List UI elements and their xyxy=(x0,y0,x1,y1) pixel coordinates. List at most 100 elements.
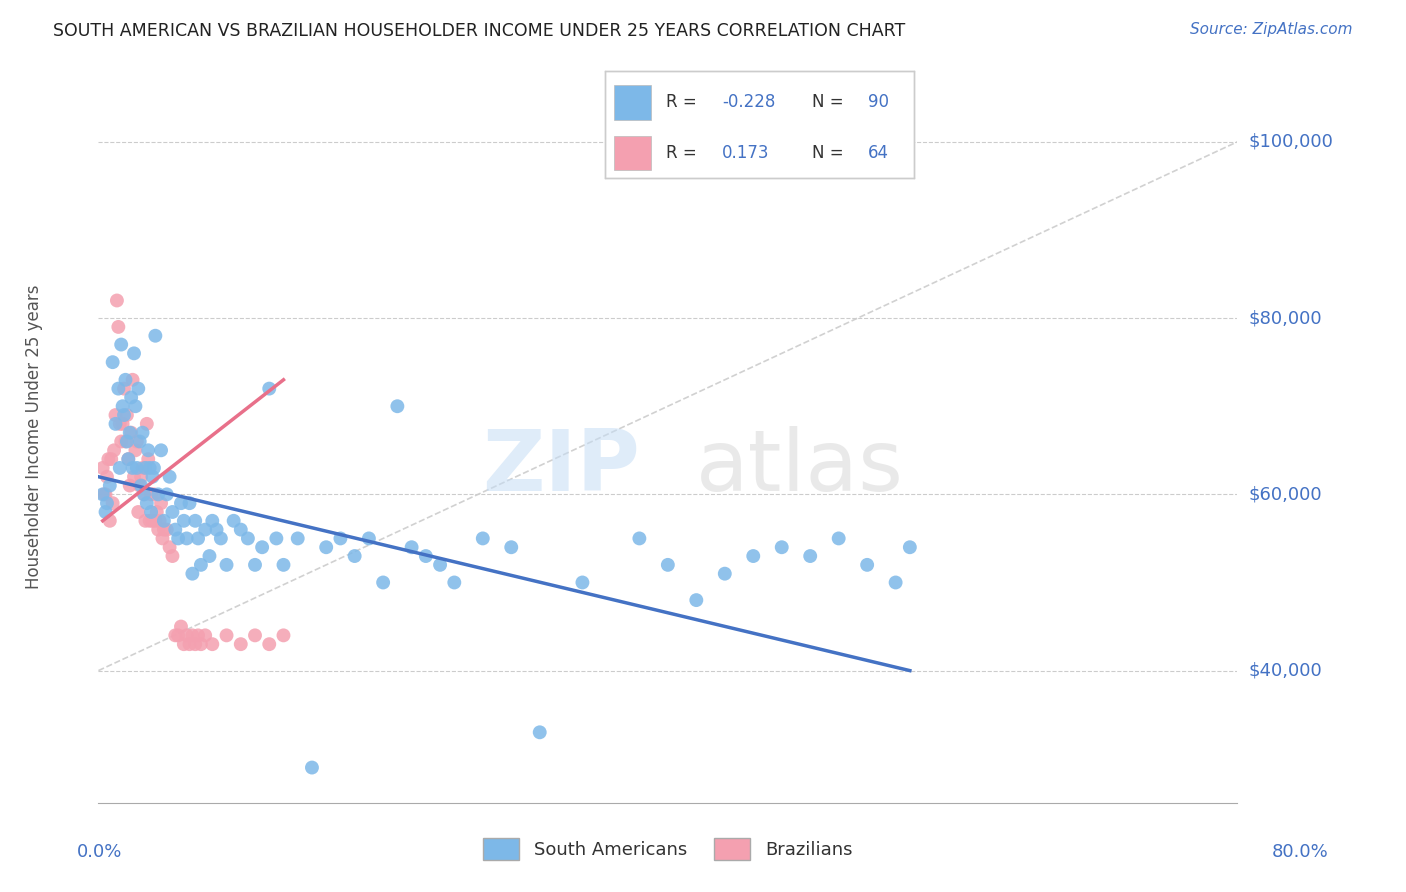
Point xyxy=(93,487,115,501)
Point xyxy=(387,399,409,413)
Point xyxy=(229,523,252,537)
Text: R =: R = xyxy=(666,94,703,112)
Point xyxy=(685,593,707,607)
Point xyxy=(884,575,907,590)
Point xyxy=(198,549,221,563)
Point xyxy=(141,469,163,483)
Point xyxy=(153,523,176,537)
Point xyxy=(104,417,127,431)
Point xyxy=(799,549,821,563)
Point xyxy=(131,461,153,475)
Point xyxy=(301,760,323,774)
Text: $100,000: $100,000 xyxy=(1249,133,1333,151)
Point xyxy=(124,399,146,413)
Point xyxy=(107,382,129,396)
Point xyxy=(100,452,122,467)
Point xyxy=(134,514,156,528)
Point xyxy=(181,628,204,642)
Point xyxy=(111,399,134,413)
Point xyxy=(770,540,793,554)
Point xyxy=(148,487,170,501)
Point xyxy=(117,452,139,467)
Point xyxy=(159,540,181,554)
FancyBboxPatch shape xyxy=(614,136,651,169)
Point xyxy=(139,505,162,519)
Text: 90: 90 xyxy=(868,94,889,112)
Point xyxy=(315,540,337,554)
Point xyxy=(714,566,737,581)
Point xyxy=(167,532,190,546)
Point xyxy=(104,408,127,422)
Point xyxy=(190,558,212,572)
Point xyxy=(150,496,173,510)
Point xyxy=(110,337,132,351)
Point xyxy=(145,514,167,528)
Point xyxy=(205,523,228,537)
Point xyxy=(138,461,160,475)
Point xyxy=(898,540,921,554)
Point xyxy=(165,523,187,537)
Point xyxy=(236,532,259,546)
Point xyxy=(149,514,172,528)
Point xyxy=(167,628,190,642)
Point xyxy=(115,408,138,422)
Point xyxy=(170,496,193,510)
Point xyxy=(142,461,165,475)
Point xyxy=(162,549,184,563)
Point xyxy=(184,637,207,651)
Point xyxy=(94,487,117,501)
Point xyxy=(120,391,142,405)
Text: SOUTH AMERICAN VS BRAZILIAN HOUSEHOLDER INCOME UNDER 25 YEARS CORRELATION CHART: SOUTH AMERICAN VS BRAZILIAN HOUSEHOLDER … xyxy=(53,22,905,40)
Point xyxy=(173,637,195,651)
Point xyxy=(107,320,129,334)
Point xyxy=(343,549,366,563)
Point xyxy=(124,443,146,458)
Point xyxy=(96,469,118,483)
Point xyxy=(103,443,125,458)
Point xyxy=(122,469,145,483)
Point xyxy=(127,505,149,519)
Point xyxy=(501,540,523,554)
Point xyxy=(357,532,380,546)
Point xyxy=(529,725,551,739)
Point xyxy=(136,443,159,458)
Text: $40,000: $40,000 xyxy=(1249,662,1323,680)
Point xyxy=(162,505,184,519)
Point xyxy=(190,637,212,651)
Point xyxy=(287,532,309,546)
Point xyxy=(94,505,117,519)
Point xyxy=(222,514,245,528)
Point xyxy=(187,532,209,546)
Point xyxy=(101,496,124,510)
Text: ZIP: ZIP xyxy=(482,426,640,509)
Point xyxy=(114,434,136,449)
Point xyxy=(129,469,152,483)
Point xyxy=(165,628,187,642)
Point xyxy=(128,434,150,449)
Text: 64: 64 xyxy=(868,144,889,161)
Point xyxy=(135,496,157,510)
Point xyxy=(371,575,394,590)
Point xyxy=(148,523,170,537)
Point xyxy=(209,532,232,546)
Point xyxy=(110,434,132,449)
Point xyxy=(111,417,134,431)
Point xyxy=(429,558,451,572)
Point xyxy=(129,478,152,492)
Point xyxy=(201,514,224,528)
Text: $80,000: $80,000 xyxy=(1249,310,1322,327)
Point xyxy=(571,575,593,590)
Point xyxy=(173,514,195,528)
Text: -0.228: -0.228 xyxy=(723,94,776,112)
FancyBboxPatch shape xyxy=(614,86,651,120)
Point xyxy=(657,558,679,572)
Point xyxy=(98,514,121,528)
Point xyxy=(194,628,217,642)
Legend: South Americans, Brazilians: South Americans, Brazilians xyxy=(477,830,859,867)
Point xyxy=(121,461,143,475)
Point xyxy=(170,619,193,633)
Point xyxy=(259,382,281,396)
Point xyxy=(134,461,156,475)
Point xyxy=(259,637,281,651)
Point xyxy=(114,373,136,387)
